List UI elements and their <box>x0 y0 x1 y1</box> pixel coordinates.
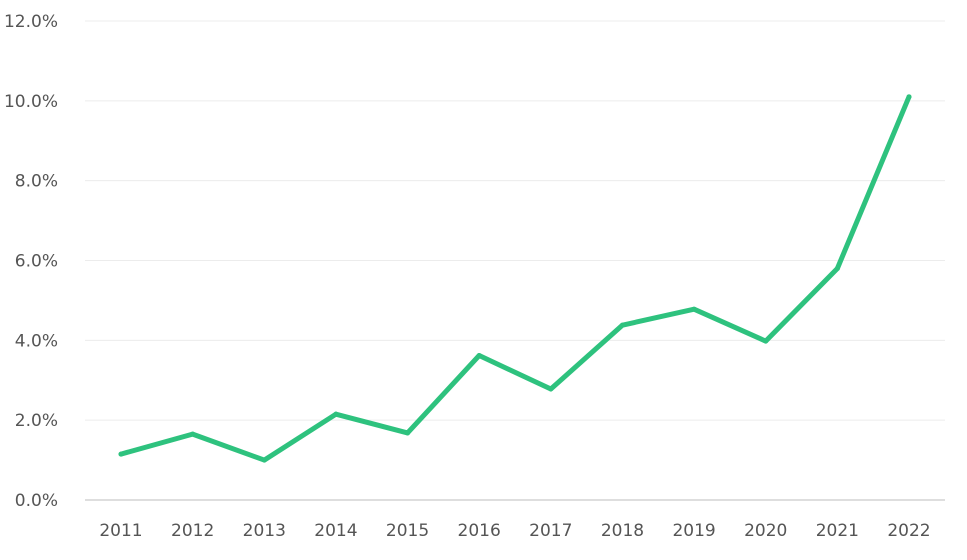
x-tick-label: 2019 <box>672 521 715 541</box>
data-point <box>190 431 196 437</box>
series-layer <box>118 94 912 463</box>
x-tick-label: 2018 <box>601 521 644 541</box>
x-tick-label: 2022 <box>887 521 930 541</box>
data-point <box>333 411 339 417</box>
x-tick-label: 2012 <box>171 521 214 541</box>
x-tick-label: 2015 <box>386 521 429 541</box>
data-point <box>691 306 697 312</box>
data-point <box>261 457 267 463</box>
y-tick-label: 12.0% <box>4 12 58 32</box>
data-point <box>476 353 482 359</box>
x-tick-label: 2017 <box>529 521 572 541</box>
series-line <box>118 94 912 463</box>
data-point <box>763 338 769 344</box>
data-point <box>906 94 912 100</box>
y-tick-label: 0.0% <box>15 491 58 511</box>
data-point <box>118 451 124 457</box>
x-tick-label: 2014 <box>314 521 357 541</box>
data-point <box>548 386 554 392</box>
y-axis: 0.0% 2.0% 4.0% 6.0% 8.0% 10.0% 12.0% <box>4 12 58 511</box>
x-tick-label: 2016 <box>458 521 501 541</box>
gridlines <box>85 20 945 421</box>
y-tick-label: 8.0% <box>15 172 58 192</box>
data-point <box>405 430 411 436</box>
x-tick-label: 2021 <box>816 521 859 541</box>
data-point <box>834 265 840 271</box>
data-point <box>619 322 625 328</box>
y-tick-label: 4.0% <box>15 331 58 351</box>
x-axis: 2011 2012 2013 2014 2015 2016 2017 2018 2019 2020… <box>85 499 945 541</box>
x-tick-label: 2020 <box>744 521 787 541</box>
x-tick-label: 2011 <box>99 521 142 541</box>
y-tick-label: 10.0% <box>4 92 58 112</box>
y-tick-label: 6.0% <box>15 252 58 272</box>
y-tick-label: 2.0% <box>15 411 58 431</box>
x-tick-label: 2013 <box>243 521 286 541</box>
